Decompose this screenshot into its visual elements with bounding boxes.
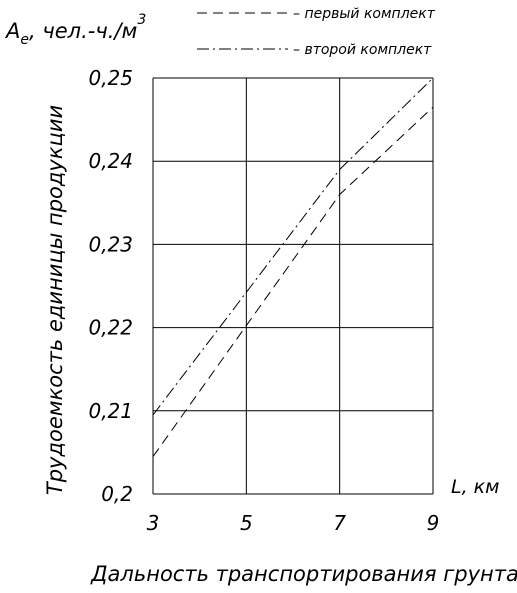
y-tick-label-4: 0,24 <box>88 149 133 173</box>
series-line-first <box>152 106 434 457</box>
grid <box>152 77 434 495</box>
series-line-second <box>152 77 434 416</box>
x-axis-symbol: L, км <box>451 476 499 498</box>
y-axis-unit: , чел.-ч./м <box>29 19 138 43</box>
x-tick-label-3: 9 <box>427 511 440 535</box>
y-axis-symbol-subscript: е <box>20 32 29 48</box>
x-axis-title: Дальность транспортирования грунта <box>90 562 517 586</box>
legend-label-second: – второй комплект <box>293 42 432 58</box>
y-tick-label-0: 0,2 <box>101 482 133 506</box>
y-axis-unit-superscript: 3 <box>137 12 146 28</box>
x-tick-label-2: 7 <box>333 511 346 535</box>
legend-label-first: – первый комплект <box>293 6 436 22</box>
y-tick-label-3: 0,23 <box>88 232 133 256</box>
x-tick-label-1: 5 <box>240 511 253 535</box>
x-tick-label-0: 3 <box>147 511 160 535</box>
y-tick-label-5: 0,25 <box>88 66 133 90</box>
y-axis-title: Трудоемкость единицы продукции <box>43 105 67 495</box>
y-tick-label-2: 0,22 <box>88 316 133 340</box>
legend: – первый комплект – второй комплект <box>197 6 436 58</box>
tick-labels: 3 5 7 9 0,2 0,21 0,22 0,23 0,24 0,25 <box>88 66 439 535</box>
y-axis-symbol: Aе, чел.-ч./м3 <box>4 12 146 48</box>
series-lines <box>152 77 434 457</box>
y-tick-label-1: 0,21 <box>88 399 133 423</box>
y-axis-symbol-letter: A <box>4 19 20 43</box>
